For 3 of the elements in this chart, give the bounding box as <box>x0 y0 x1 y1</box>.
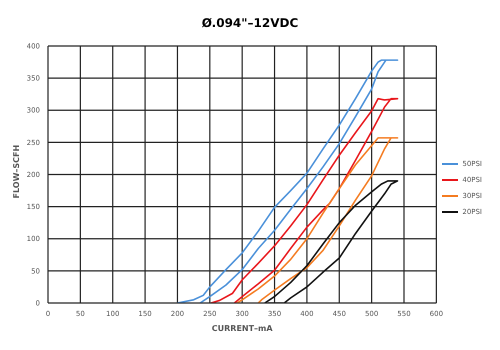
x-axis-title: CURRENT–mA <box>212 324 274 333</box>
y-axis-title: FLOW–SCFH <box>12 144 21 198</box>
chart-title: Ø.094"–12VDC <box>200 15 300 32</box>
